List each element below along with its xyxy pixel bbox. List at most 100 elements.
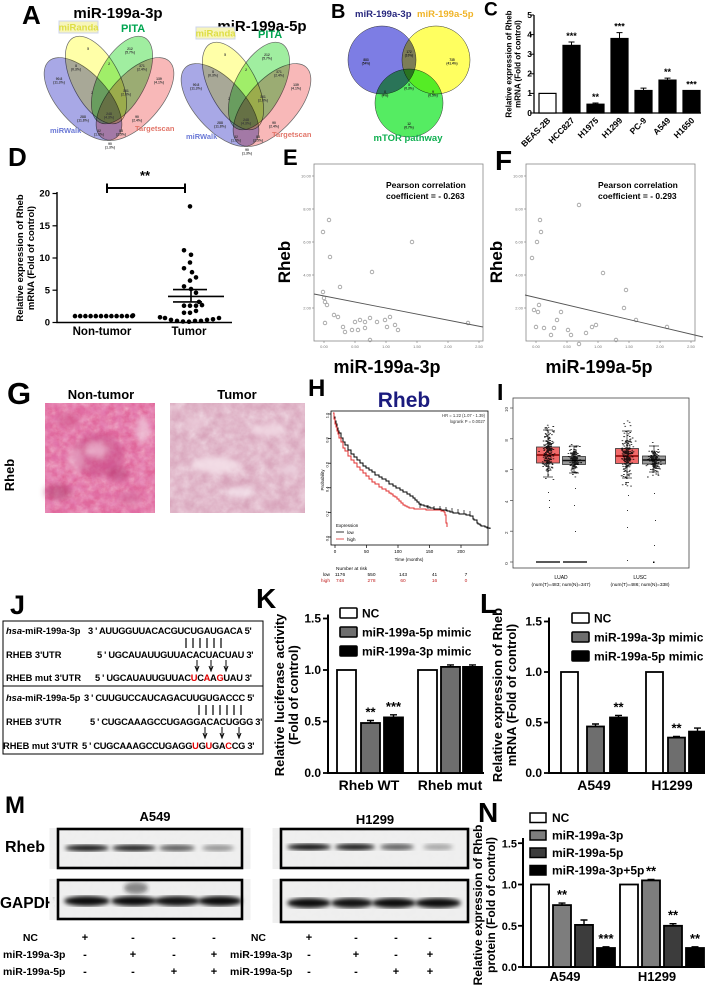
svg-text:(num(T)=486; num(N)=338): (num(T)=486; num(N)=338): [611, 582, 670, 588]
svg-text:coefficient = - 0.293: coefficient = - 0.293: [598, 191, 677, 201]
svg-text:371(2.4%): 371 (2.4%): [137, 64, 147, 71]
svg-text:1.50: 1.50: [413, 344, 422, 349]
svg-text:32(1.3%): 32 (1.3%): [94, 129, 104, 136]
svg-text:miRanda: miRanda: [195, 29, 236, 40]
svg-text:150: 150: [426, 549, 434, 554]
svg-text:***: ***: [614, 22, 625, 32]
svg-text:2.00: 2.00: [303, 306, 312, 311]
svg-text:NC: NC: [362, 607, 380, 621]
svg-text:mTOR pathway: mTOR pathway: [374, 133, 444, 144]
svg-text:90.8(11.3%): 90.8 (11.3%): [53, 77, 65, 84]
svg-text:+: +: [211, 949, 217, 961]
svg-text:1.0: 1.0: [525, 665, 542, 679]
svg-text:PITA: PITA: [258, 29, 282, 41]
svg-text:miR-199a-5p: miR-199a-5p: [417, 9, 474, 20]
svg-text:RHEB mut 3'UTR: RHEB mut 3'UTR: [3, 741, 78, 751]
svg-text:1.0: 1.0: [502, 880, 517, 892]
svg-text:0.4: 0.4: [325, 486, 330, 492]
svg-text:0.5: 0.5: [304, 715, 321, 729]
svg-text:NC: NC: [594, 612, 612, 626]
svg-text:miR-199a-3p+5p: miR-199a-3p+5p: [552, 864, 644, 878]
svg-text:2.00: 2.00: [515, 306, 524, 311]
svg-text:-: -: [428, 932, 432, 944]
svg-text:10: 10: [504, 407, 509, 413]
svg-text:0.5: 0.5: [525, 716, 542, 730]
svg-text:Rheb: Rheb: [5, 839, 45, 856]
svg-text:88(2.5%): 88 (2.5%): [116, 129, 126, 136]
svg-text:4: 4: [504, 500, 509, 503]
svg-text:miRWalk: miRWalk: [50, 126, 82, 135]
svg-text:miR-199a-3p: miR-199a-3p: [333, 357, 440, 377]
svg-text:miR-199a-3p: miR-199a-3p: [3, 949, 65, 961]
svg-text:3 ' CUUGUCCAUCAGACUUGUGACCC 5': 3 ' CUUGUCCAUCAGACUUGUGACCC 5': [84, 693, 254, 703]
svg-text:(Fold of control): (Fold of control): [286, 645, 301, 745]
svg-text:miR-199a-5p: miR-199a-5p: [552, 846, 623, 860]
svg-text:3: 3: [527, 49, 532, 59]
svg-text:Relative luciferase activity: Relative luciferase activity: [272, 613, 287, 776]
svg-text:2: 2: [245, 68, 247, 72]
svg-text:12(0.7%): 12 (0.7%): [404, 122, 413, 129]
svg-text:mRNA (Fold of control): mRNA (Fold of control): [504, 624, 519, 767]
svg-text:139(4.1%): 139 (4.1%): [154, 77, 164, 84]
svg-text:-: -: [307, 949, 311, 961]
svg-text:0.50: 0.50: [563, 344, 572, 349]
svg-text:0.0: 0.0: [304, 766, 321, 780]
svg-text:1176: 1176: [335, 572, 346, 578]
svg-text:-: -: [212, 932, 216, 944]
svg-text:-: -: [83, 949, 87, 961]
svg-text:miR-199a-5p mimic: miR-199a-5p mimic: [594, 650, 704, 664]
svg-text:1.5: 1.5: [502, 838, 517, 850]
svg-text:I: I: [497, 379, 503, 405]
svg-text:N: N: [478, 797, 498, 828]
svg-text:8: 8: [504, 439, 509, 442]
svg-text:50: 50: [364, 549, 370, 554]
svg-text:0: 0: [465, 578, 468, 584]
svg-text:A549: A549: [651, 115, 673, 137]
svg-text:Relative expression of Rheb: Relative expression of Rheb: [505, 10, 514, 117]
svg-text:M: M: [5, 792, 25, 819]
svg-text:miR-199a-5p mimic: miR-199a-5p mimic: [362, 626, 472, 640]
svg-text:361(2.8%): 361 (2.8%): [258, 95, 268, 102]
svg-text:H1975: H1975: [576, 115, 601, 140]
svg-text:coefficient = - 0.263: coefficient = - 0.263: [386, 191, 465, 201]
svg-text:0: 0: [527, 108, 532, 118]
svg-text:Non-tumor: Non-tumor: [68, 387, 134, 402]
svg-text:Pearson correlation: Pearson correlation: [386, 180, 466, 190]
svg-text:5: 5: [224, 53, 226, 57]
svg-text:**: **: [668, 908, 679, 923]
svg-text:1.0: 1.0: [304, 663, 321, 677]
svg-text:1.00: 1.00: [382, 344, 391, 349]
svg-text:0.2: 0.2: [325, 510, 330, 516]
svg-text:0.0: 0.0: [502, 962, 517, 974]
svg-text:5 ' UGCAUAUUGUUACACUACUAU 3': 5 ' UGCAUAUUGUUACACUACUAU 3': [97, 650, 253, 660]
svg-text:288(11.8%): 288 (11.8%): [214, 121, 226, 128]
svg-text:+: +: [427, 966, 433, 978]
svg-text:5: 5: [87, 47, 89, 51]
svg-text:5: 5: [527, 10, 532, 20]
svg-text:G: G: [7, 376, 31, 411]
svg-text:-: -: [131, 932, 135, 944]
svg-text:HCC827: HCC827: [546, 115, 576, 145]
svg-text:88(2.5%): 88 (2.5%): [253, 135, 263, 142]
svg-text:miR-199a-3p mimic: miR-199a-3p mimic: [362, 645, 472, 659]
svg-text:8(0.3%): 8 (0.3%): [71, 64, 81, 71]
svg-text:10.00: 10.00: [513, 174, 524, 179]
svg-text:L: L: [480, 588, 497, 619]
svg-text:8.00: 8.00: [303, 207, 312, 212]
svg-text:0.6: 0.6: [325, 461, 330, 467]
svg-text:0: 0: [504, 562, 509, 565]
svg-text:Targetscan: Targetscan: [272, 130, 312, 139]
svg-text:J: J: [10, 590, 25, 620]
svg-text:5: 5: [45, 285, 51, 296]
svg-text:miR-199a-3p: miR-199a-3p: [73, 5, 162, 22]
svg-text:2: 2: [504, 531, 509, 534]
svg-text:-: -: [83, 966, 87, 978]
svg-text:2: 2: [228, 97, 230, 101]
svg-text:0.5: 0.5: [502, 921, 517, 933]
svg-text:10.00: 10.00: [301, 174, 312, 179]
svg-text:550: 550: [367, 572, 375, 578]
svg-text:Tumor: Tumor: [217, 387, 256, 402]
svg-text:LUAD: LUAD: [554, 575, 568, 581]
svg-text:Expression: Expression: [336, 523, 359, 528]
svg-text:miR-199a-3p: miR-199a-3p: [355, 9, 412, 20]
